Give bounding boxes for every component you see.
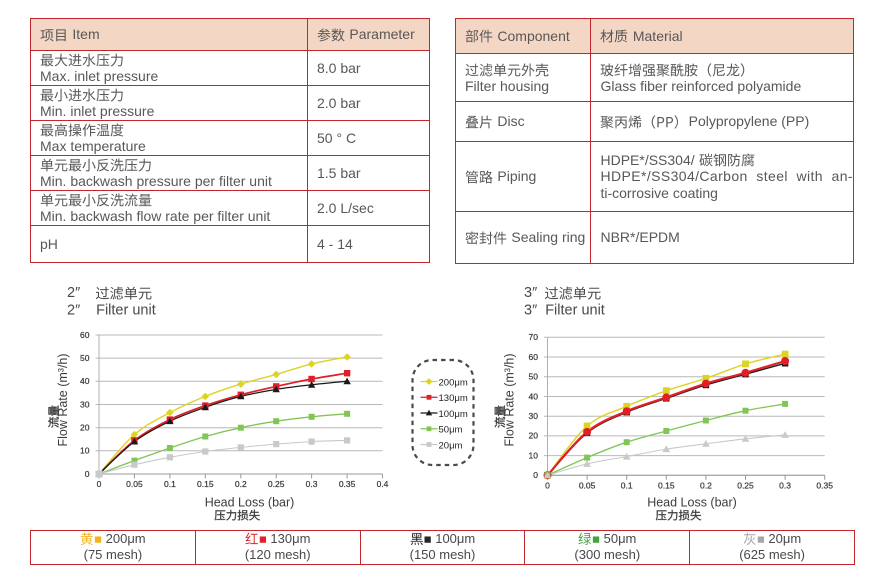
svg-text:0.1: 0.1 xyxy=(164,479,176,489)
svg-text:20μm: 20μm xyxy=(439,440,463,451)
svg-text:0: 0 xyxy=(97,479,102,489)
svg-text:0.05: 0.05 xyxy=(126,479,143,489)
svg-text:10: 10 xyxy=(529,450,539,460)
svg-text:200μm: 200μm xyxy=(439,377,468,388)
svg-text:100μm: 100μm xyxy=(439,409,468,420)
svg-text:40: 40 xyxy=(80,376,90,386)
svg-text:0.2: 0.2 xyxy=(700,480,712,490)
svg-text:0.05: 0.05 xyxy=(579,480,596,490)
svg-text:3″: 3″ xyxy=(524,285,537,301)
svg-text:Head Loss (bar): Head Loss (bar) xyxy=(205,496,295,510)
svg-text:3″: 3″ xyxy=(524,303,537,319)
svg-text:20: 20 xyxy=(80,423,90,433)
svg-text:50: 50 xyxy=(529,372,539,382)
svg-text:0: 0 xyxy=(85,469,90,479)
svg-text:Flow Rate (m³/h): Flow Rate (m³/h) xyxy=(503,353,517,446)
svg-text:0.2: 0.2 xyxy=(235,479,247,489)
svg-text:40: 40 xyxy=(529,391,539,401)
svg-text:Filter unit: Filter unit xyxy=(545,303,605,319)
svg-text:0.35: 0.35 xyxy=(816,480,833,490)
svg-text:Head Loss (bar): Head Loss (bar) xyxy=(647,496,737,510)
svg-text:0.35: 0.35 xyxy=(339,479,356,489)
svg-text:0.25: 0.25 xyxy=(268,479,285,489)
svg-text:Flow Rate (m³/h): Flow Rate (m³/h) xyxy=(56,353,70,446)
svg-text:60: 60 xyxy=(80,330,90,340)
svg-text:0: 0 xyxy=(545,480,550,490)
svg-text:2″: 2″ xyxy=(67,303,80,319)
svg-text:0.15: 0.15 xyxy=(658,480,675,490)
svg-text:60: 60 xyxy=(529,352,539,362)
svg-text:50: 50 xyxy=(80,353,90,363)
svg-text:30: 30 xyxy=(529,411,539,421)
svg-text:2″: 2″ xyxy=(67,285,80,301)
svg-text:0.15: 0.15 xyxy=(197,479,214,489)
svg-text:70: 70 xyxy=(529,332,539,342)
svg-text:0.3: 0.3 xyxy=(306,479,318,489)
svg-text:0.3: 0.3 xyxy=(779,480,791,490)
svg-text:30: 30 xyxy=(80,399,90,409)
svg-text:50μm: 50μm xyxy=(439,425,463,436)
svg-text:130μm: 130μm xyxy=(439,393,468,404)
svg-text:0.4: 0.4 xyxy=(377,479,389,489)
svg-text:0: 0 xyxy=(533,470,538,480)
svg-text:10: 10 xyxy=(80,446,90,456)
svg-text:20: 20 xyxy=(529,431,539,441)
svg-text:0.1: 0.1 xyxy=(621,480,633,490)
svg-text:0.25: 0.25 xyxy=(737,480,754,490)
svg-text:Filter unit: Filter unit xyxy=(96,303,156,319)
